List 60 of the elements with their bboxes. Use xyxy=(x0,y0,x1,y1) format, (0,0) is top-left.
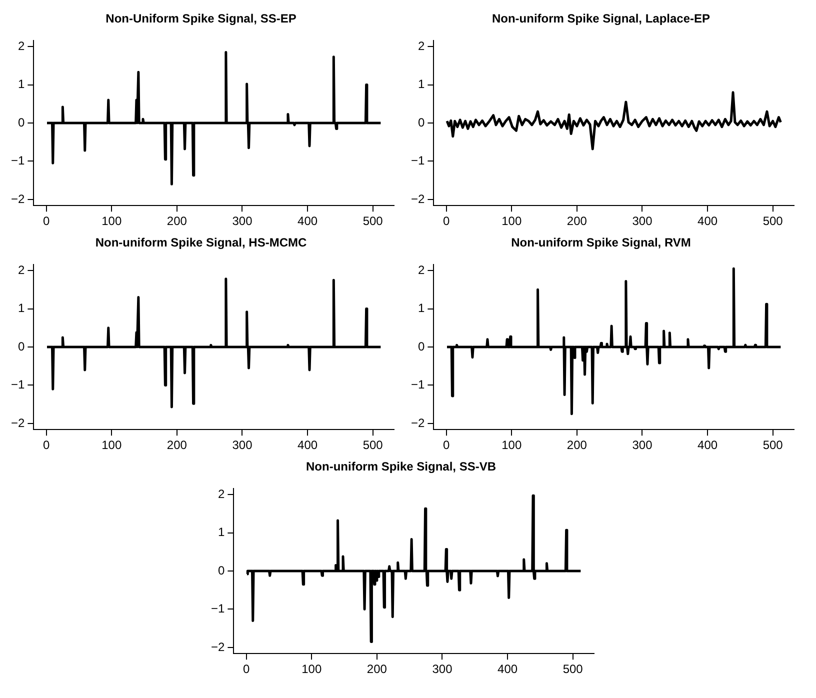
y-tick-label: 0 xyxy=(18,115,25,130)
x-tick-label: 300 xyxy=(232,438,253,452)
x-tick-label: 0 xyxy=(443,214,450,228)
x-tick-label: 400 xyxy=(698,438,718,452)
x-tick-label: 200 xyxy=(566,438,588,452)
x-tick-label: 100 xyxy=(502,214,522,228)
y-tick-label: −1 xyxy=(410,154,425,168)
x-tick-label: 200 xyxy=(166,438,188,452)
x-tick-label: 400 xyxy=(298,438,318,452)
y-tick-label: 0 xyxy=(218,563,225,578)
chart-title: Non-uniform Spike Signal, RVM xyxy=(511,236,691,250)
x-tick-label: 500 xyxy=(762,214,784,228)
x-tick-label: 200 xyxy=(566,214,588,228)
x-tick-label: 200 xyxy=(366,662,388,676)
y-tick-label: −1 xyxy=(10,154,25,168)
x-tick-label: 300 xyxy=(232,214,253,228)
chart-title: Non-Uniform Spike Signal, SS-EP xyxy=(106,12,296,26)
y-tick-label: 0 xyxy=(418,115,425,130)
x-tick-label: 500 xyxy=(762,438,784,452)
x-tick-label: 300 xyxy=(632,438,653,452)
y-tick-label: −1 xyxy=(410,378,425,392)
y-tick-label: 2 xyxy=(218,486,225,501)
x-tick-label: 100 xyxy=(102,214,122,228)
y-tick-label: −1 xyxy=(10,378,25,392)
x-tick-label: 0 xyxy=(43,438,50,452)
x-tick-label: 0 xyxy=(243,662,250,676)
x-tick-label: 300 xyxy=(632,214,653,228)
x-tick-label: 0 xyxy=(43,214,50,228)
y-tick-label: 0 xyxy=(18,339,25,354)
x-tick-label: 400 xyxy=(698,214,718,228)
y-tick-label: 2 xyxy=(418,38,425,53)
y-tick-label: 1 xyxy=(418,77,425,92)
x-tick-label: 400 xyxy=(298,214,318,228)
x-tick-label: 400 xyxy=(498,662,518,676)
x-tick-label: 500 xyxy=(562,662,584,676)
x-tick-label: 200 xyxy=(166,214,188,228)
y-tick-label: 1 xyxy=(18,301,25,316)
y-tick-label: −2 xyxy=(410,192,425,206)
x-tick-label: 100 xyxy=(302,662,322,676)
y-tick-label: −1 xyxy=(210,602,225,616)
chart-title: Non-uniform Spike Signal, HS-MCMC xyxy=(95,236,307,250)
y-tick-label: −2 xyxy=(410,416,425,430)
y-tick-label: 1 xyxy=(418,301,425,316)
x-tick-label: 500 xyxy=(362,214,384,228)
x-tick-label: 300 xyxy=(432,662,453,676)
y-tick-label: 2 xyxy=(418,262,425,277)
x-tick-label: 500 xyxy=(362,438,384,452)
x-tick-label: 0 xyxy=(443,438,450,452)
chart-title: Non-uniform Spike Signal, SS-VB xyxy=(306,460,496,474)
y-tick-label: 2 xyxy=(18,38,25,53)
y-tick-label: −2 xyxy=(10,416,25,430)
y-tick-label: 2 xyxy=(18,262,25,277)
x-tick-label: 100 xyxy=(502,438,522,452)
chart-title: Non-uniform Spike Signal, Laplace-EP xyxy=(492,12,710,26)
y-tick-label: −2 xyxy=(210,640,225,654)
x-tick-label: 100 xyxy=(102,438,122,452)
y-tick-label: −2 xyxy=(10,192,25,206)
y-tick-label: 1 xyxy=(18,77,25,92)
y-tick-label: 0 xyxy=(418,339,425,354)
y-tick-label: 1 xyxy=(218,525,225,540)
